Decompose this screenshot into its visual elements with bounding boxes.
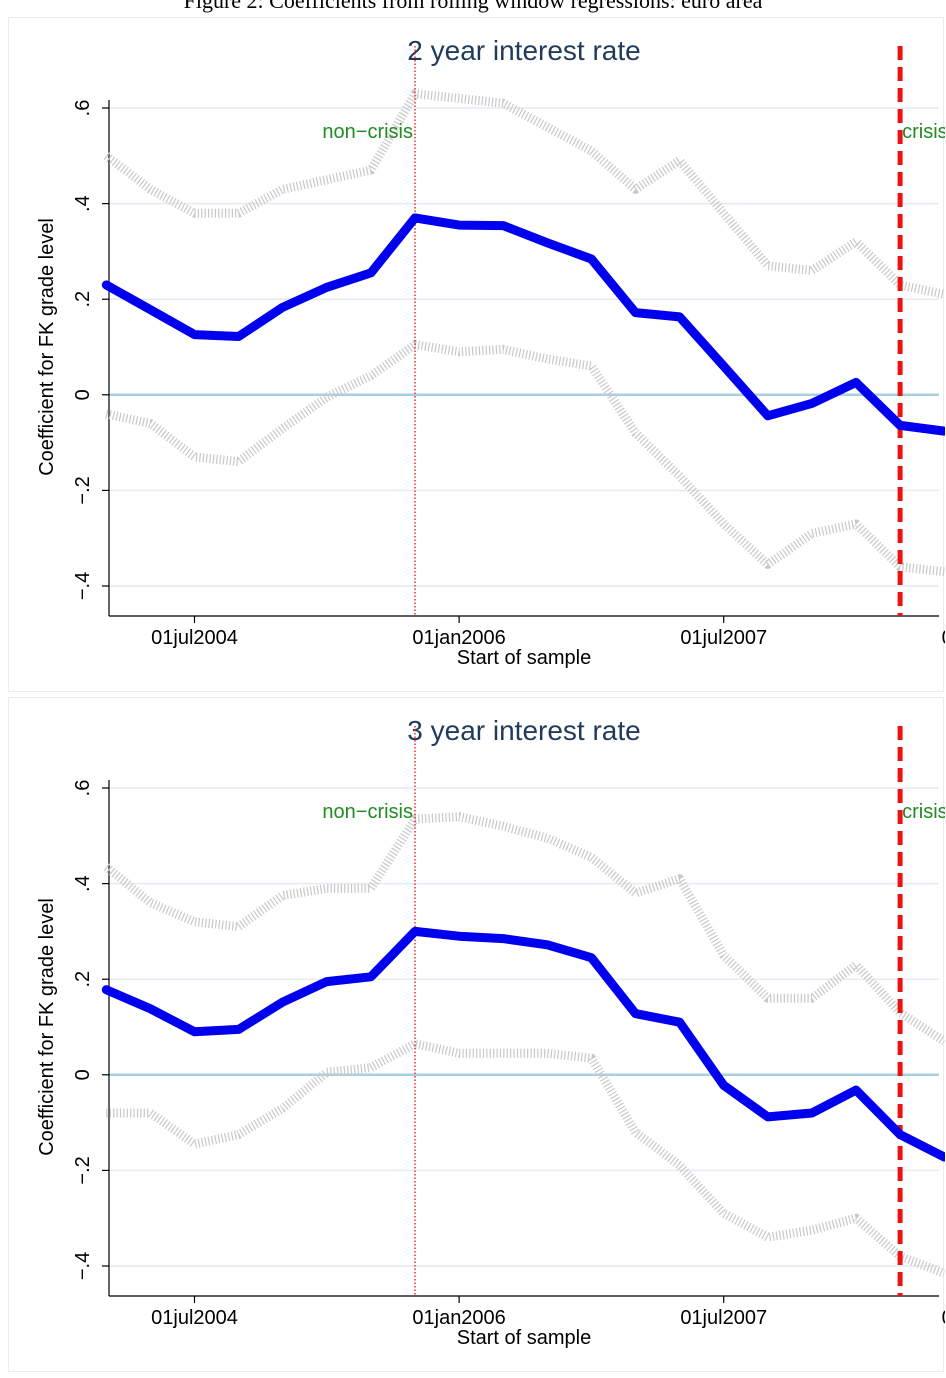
y-tick-label: 0	[72, 389, 94, 400]
non-crisis-label: non−crisis	[322, 121, 413, 143]
chart-title: 2 year interest rate	[407, 35, 640, 66]
x-tick-label: 01jul2007	[680, 1307, 767, 1329]
y-tick-label: −.4	[72, 572, 94, 600]
y-tick-label: −.2	[72, 476, 94, 504]
y-axis-title: Coefficient for FK grade level	[36, 898, 58, 1156]
upper-confidence-band	[103, 812, 945, 1046]
x-tick-label: 01jan2009	[942, 1307, 945, 1329]
upper-confidence-band	[103, 89, 945, 299]
y-tick-label: −.4	[72, 1252, 94, 1280]
x-tick-label: 01jan2006	[412, 627, 505, 649]
lower-confidence-band	[106, 1039, 945, 1278]
y-tick-label: 0	[72, 1069, 94, 1080]
x-axis-title: Start of sample	[457, 647, 592, 669]
figure-caption: Figure 2: Coefficients from rolling wind…	[183, 0, 763, 13]
chart-title: 3 year interest rate	[407, 715, 640, 746]
chart-3-year-interest-rate: −.4 −.2 0 .2 .4 .6 01jul2004 01jan2006 01jul2007…	[36, 715, 945, 1349]
x-tick-label: 01jan2009	[942, 627, 945, 649]
lower-confidence-band	[105, 340, 945, 577]
y-axis-title: Coefficient for FK grade level	[36, 218, 58, 476]
crisis-label: crisis	[902, 801, 945, 823]
x-tick-label: 01jul2004	[151, 1307, 238, 1329]
non-crisis-label: non−crisis	[322, 801, 413, 823]
chart-2-year-interest-rate: −.4 −.2 0 .2 .4 .6 01jul2004 01jan2006 01jul2007…	[36, 35, 945, 669]
x-tick-label: 01jan2006	[412, 1307, 505, 1329]
coefficient-line	[101, 213, 945, 436]
coefficient-line	[101, 926, 945, 1162]
y-tick-label: .2	[72, 291, 94, 308]
y-tick-label: −.2	[72, 1156, 94, 1184]
x-axis-title: Start of sample	[457, 1327, 592, 1349]
y-tick-label: .2	[72, 971, 94, 988]
y-tick-label: .6	[72, 100, 94, 117]
x-tick-label: 01jul2004	[151, 627, 238, 649]
crisis-label: crisis	[902, 121, 945, 143]
y-tick-label: .4	[72, 195, 94, 212]
x-tick-label: 01jul2007	[680, 627, 767, 649]
y-tick-label: .6	[72, 780, 94, 797]
chart-panel-3-year: −.4 −.2 0 .2 .4 .6 01jul2004 01jan2006 01jul2007…	[8, 697, 945, 1372]
y-tick-label: .4	[72, 875, 94, 892]
chart-panel-2-year: −.4 −.2 0 .2 .4 .6 01jul2004 01jan2006 01jul2007…	[8, 17, 945, 692]
